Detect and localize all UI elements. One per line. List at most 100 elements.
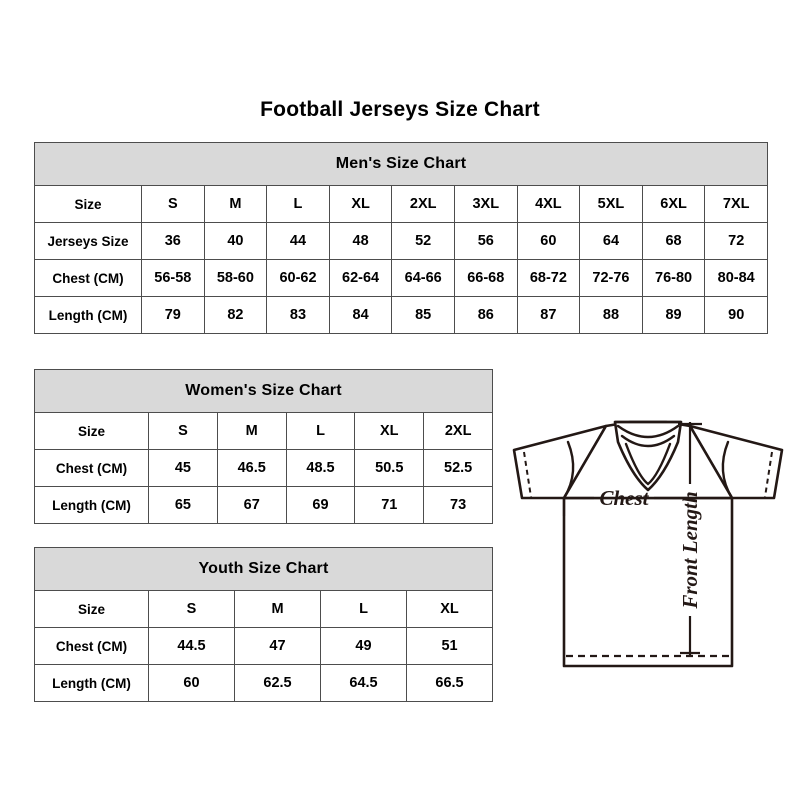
row-label: Length (CM) (34, 296, 142, 334)
table-cell: 47 (234, 627, 321, 665)
table-cell: 87 (516, 296, 581, 334)
column-header-5xl: 5XL (579, 185, 643, 223)
column-header-l: L (266, 185, 330, 223)
table-cell: 48.5 (285, 449, 356, 487)
table-cell: 90 (704, 296, 769, 334)
table-cell: 71 (354, 486, 425, 524)
table-cell: 56 (453, 222, 518, 260)
table-cell: 68 (641, 222, 706, 260)
row-label: Jerseys Size (34, 222, 142, 260)
table-cell: 46.5 (216, 449, 287, 487)
table-cell: 52 (391, 222, 455, 260)
column-header-xl: XL (405, 590, 494, 628)
table-row: Length (CM) 60 62.5 64.5 66.5 (34, 664, 494, 702)
table-cell: 51 (405, 627, 494, 665)
table-cell: 73 (423, 486, 494, 524)
table-cell: 49 (320, 627, 407, 665)
jersey-body-shape (562, 496, 734, 668)
table-cell: 66.5 (405, 664, 494, 702)
column-header-size: Size (34, 185, 142, 223)
table-header-row: Size S M L XL (34, 590, 494, 628)
table-cell: 50.5 (354, 449, 425, 487)
table-cell: 52.5 (423, 449, 494, 487)
table-row: Length (CM) 65 67 69 71 73 (34, 486, 494, 524)
column-header-xl: XL (354, 412, 425, 450)
table-cell: 88 (579, 296, 643, 334)
column-header-xl: XL (328, 185, 393, 223)
womens-table-caption: Women's Size Chart (33, 369, 494, 413)
table-cell: 72-76 (579, 259, 643, 297)
table-cell: 69 (285, 486, 356, 524)
column-header-4xl: 4XL (516, 185, 581, 223)
table-header-row: Size S M L XL 2XL (34, 412, 494, 450)
jersey-left-armhole-seam (562, 440, 575, 500)
womens-size-chart-table: Women's Size Chart Size S M L XL 2XL Che… (33, 369, 494, 524)
table-cell: 60-62 (266, 259, 330, 297)
jersey-right-cuff-stitch (764, 451, 773, 498)
column-header-s: S (141, 185, 205, 223)
table-cell: 68-72 (516, 259, 581, 297)
table-cell: 80-84 (704, 259, 769, 297)
table-row: Chest (CM) 45 46.5 48.5 50.5 52.5 (34, 449, 494, 487)
table-cell: 64 (579, 222, 643, 260)
table-cell: 67 (216, 486, 287, 524)
table-cell: 40 (203, 222, 268, 260)
row-label: Length (CM) (34, 486, 149, 524)
table-cell: 89 (641, 296, 706, 334)
table-row: Chest (CM) 44.5 47 49 51 (34, 627, 494, 665)
table-cell: 44 (266, 222, 330, 260)
table-caption-row: Women's Size Chart (33, 369, 494, 413)
row-label: Chest (CM) (34, 627, 149, 665)
column-header-m: M (216, 412, 287, 450)
table-cell: 60 (148, 664, 235, 702)
column-header-l: L (285, 412, 356, 450)
table-cell: 66-68 (453, 259, 518, 297)
chest-measure-label: Chest (599, 486, 649, 510)
column-header-m: M (203, 185, 268, 223)
jersey-left-cuff-stitch (523, 451, 532, 498)
table-cell: 48 (328, 222, 393, 260)
column-header-s: S (148, 412, 218, 450)
column-header-2xl: 2XL (423, 412, 494, 450)
table-cell: 62.5 (234, 664, 321, 702)
table-cell: 76-80 (641, 259, 706, 297)
table-cell: 36 (141, 222, 205, 260)
column-header-size: Size (34, 412, 149, 450)
table-cell: 82 (203, 296, 268, 334)
jersey-neck-opening (613, 420, 683, 492)
column-header-3xl: 3XL (453, 185, 518, 223)
mens-table-caption: Men's Size Chart (33, 142, 769, 186)
row-label: Chest (CM) (34, 259, 142, 297)
page-title: Football Jerseys Size Chart (260, 98, 540, 121)
v-neck-jersey-icon: Chest Front Length (512, 420, 784, 668)
table-caption-row: Youth Size Chart (33, 547, 494, 591)
table-cell: 44.5 (148, 627, 235, 665)
youth-table-caption: Youth Size Chart (33, 547, 494, 591)
column-header-6xl: 6XL (641, 185, 706, 223)
table-cell: 56-58 (141, 259, 205, 297)
table-cell: 84 (328, 296, 393, 334)
column-header-m: M (234, 590, 321, 628)
youth-size-chart-table: Youth Size Chart Size S M L XL Chest (CM… (33, 547, 494, 702)
jersey-collar-inner-curve-1 (616, 424, 680, 439)
table-cell: 85 (391, 296, 455, 334)
table-cell: 58-60 (203, 259, 268, 297)
table-cell: 64-66 (391, 259, 455, 297)
jersey-right-armhole-seam (721, 440, 734, 500)
table-cell: 72 (704, 222, 769, 260)
column-header-size: Size (34, 590, 149, 628)
jersey-collar-inner-curve-2 (620, 434, 676, 448)
column-header-l: L (320, 590, 407, 628)
table-cell: 65 (148, 486, 218, 524)
table-cell: 86 (453, 296, 518, 334)
jersey-measurement-diagram: Chest Front Length (498, 398, 798, 698)
column-header-7xl: 7XL (704, 185, 769, 223)
table-cell: 79 (141, 296, 205, 334)
table-cell: 45 (148, 449, 218, 487)
front-length-measure-label: Front Length (678, 491, 702, 609)
jersey-v-neck-stitch (624, 442, 672, 486)
table-caption-row: Men's Size Chart (33, 142, 769, 186)
table-cell: 83 (266, 296, 330, 334)
column-header-2xl: 2XL (391, 185, 455, 223)
table-cell: 60 (516, 222, 581, 260)
